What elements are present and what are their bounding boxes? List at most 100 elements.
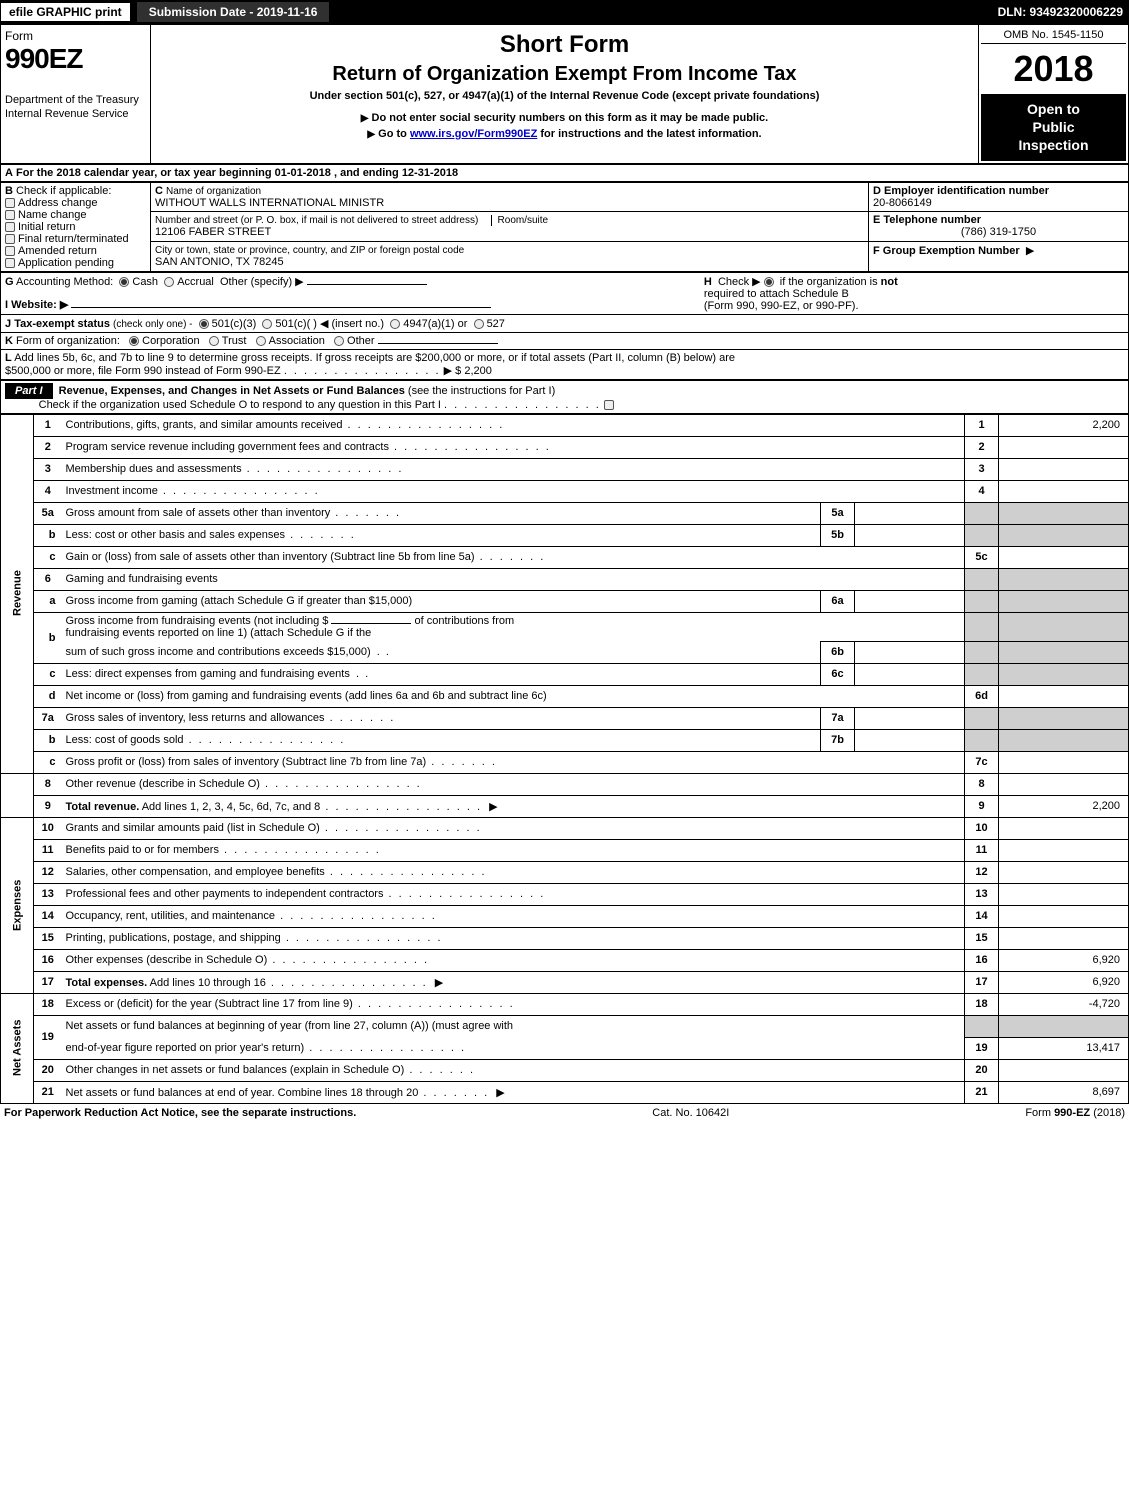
rt-num: 20 bbox=[965, 1059, 999, 1081]
l6b-d3: fundraising events reported on line 1) (… bbox=[66, 627, 372, 639]
l21-text: Net assets or fund balances at end of ye… bbox=[66, 1087, 490, 1099]
line-desc: Less: cost or other basis and sales expe… bbox=[62, 524, 821, 546]
website-input[interactable] bbox=[71, 296, 491, 308]
period-end: 12-31-2018 bbox=[402, 167, 458, 179]
rt-val bbox=[999, 685, 1129, 707]
checkbox-app-pending[interactable] bbox=[5, 258, 15, 268]
checkbox-initial-return[interactable] bbox=[5, 222, 15, 232]
rt-val: 6,920 bbox=[999, 971, 1129, 993]
rt-val: -4,720 bbox=[999, 993, 1129, 1015]
c-addr-label: Number and street (or P. O. box, if mail… bbox=[155, 215, 478, 226]
h-post: if the organization is bbox=[780, 276, 881, 288]
radio-4947[interactable] bbox=[390, 319, 400, 329]
radio-trust[interactable] bbox=[209, 336, 219, 346]
radio-corp[interactable] bbox=[129, 336, 139, 346]
k-other-input[interactable] bbox=[378, 343, 498, 344]
radio-527[interactable] bbox=[474, 319, 484, 329]
submission-date: Submission Date - 2019-11-16 bbox=[137, 2, 330, 22]
rt-shade bbox=[999, 612, 1129, 641]
rt-val bbox=[999, 927, 1129, 949]
l14-text: Occupancy, rent, utilities, and maintena… bbox=[66, 910, 437, 922]
h-pre: Check ▶ bbox=[718, 276, 761, 288]
l-dots bbox=[284, 365, 441, 377]
street-address: 12106 FABER STREET bbox=[155, 226, 271, 238]
rt-num: 15 bbox=[965, 927, 999, 949]
org-name: WITHOUT WALLS INTERNATIONAL MINISTR bbox=[155, 197, 384, 209]
radio-cash[interactable] bbox=[119, 277, 129, 287]
irs-link[interactable]: www.irs.gov/Form990EZ bbox=[410, 128, 537, 140]
form-header: Form 990EZ Department of the Treasury In… bbox=[0, 24, 1129, 164]
footer-right-pre: Form bbox=[1025, 1107, 1054, 1119]
radio-501c[interactable] bbox=[262, 319, 272, 329]
f-label: F Group Exemption Number bbox=[873, 245, 1020, 257]
arrow-icon: ▶ bbox=[361, 113, 369, 124]
l3-text: Membership dues and assessments bbox=[66, 463, 404, 475]
l7a-text: Gross sales of inventory, less returns a… bbox=[66, 712, 396, 724]
row-l: L Add lines 5b, 6c, and 7b to line 9 to … bbox=[1, 349, 1129, 379]
line-num: c bbox=[34, 751, 62, 773]
side-tab-revenue-cont bbox=[1, 773, 34, 817]
label-j: J bbox=[5, 318, 11, 330]
line-desc: Gross sales of inventory, less returns a… bbox=[62, 707, 821, 729]
l5c-text: Gain or (loss) from sale of assets other… bbox=[66, 551, 546, 563]
efile-print-button[interactable]: efile GRAPHIC print bbox=[0, 2, 131, 22]
rt-shade bbox=[999, 590, 1129, 612]
l6b-amount-input[interactable] bbox=[331, 623, 411, 624]
line-num: c bbox=[34, 663, 62, 685]
radio-accrual[interactable] bbox=[164, 277, 174, 287]
l13-text: Professional fees and other payments to … bbox=[66, 888, 546, 900]
label-i: I bbox=[5, 299, 8, 311]
l6b-d2: of contributions from bbox=[415, 615, 515, 627]
instr2-pre: Go to bbox=[378, 128, 410, 140]
rt-shade bbox=[965, 641, 999, 663]
rt-num: 18 bbox=[965, 993, 999, 1015]
box-b-title: Check if applicable: bbox=[16, 185, 111, 197]
g-text: Accounting Method: bbox=[16, 276, 113, 288]
header-mid: Short Form Return of Organization Exempt… bbox=[151, 25, 979, 164]
h-line3: (Form 990, 990-EZ, or 990-PF). bbox=[704, 300, 859, 312]
checkbox-amended[interactable] bbox=[5, 246, 15, 256]
checkbox-final-return[interactable] bbox=[5, 234, 15, 244]
l7b-text: Less: cost of goods sold bbox=[66, 734, 346, 746]
radio-h[interactable] bbox=[764, 277, 774, 287]
lines-table: Revenue 1 Contributions, gifts, grants, … bbox=[0, 414, 1129, 1104]
rt-shade bbox=[965, 568, 999, 590]
rt-shade bbox=[965, 707, 999, 729]
rt-num: 10 bbox=[965, 817, 999, 839]
g-other-input[interactable] bbox=[307, 284, 427, 285]
rt-val bbox=[999, 817, 1129, 839]
rt-val: 2,200 bbox=[999, 795, 1129, 817]
line-num: 13 bbox=[34, 883, 62, 905]
rt-shade bbox=[965, 524, 999, 546]
f-arrow-icon: ▶ bbox=[1026, 245, 1034, 257]
checkbox-name-change[interactable] bbox=[5, 210, 15, 220]
k-opt-2: Association bbox=[269, 335, 325, 347]
instr1-text: Do not enter social security numbers on … bbox=[372, 112, 769, 124]
arrow-icon bbox=[485, 801, 501, 813]
checkbox-address-change[interactable] bbox=[5, 198, 15, 208]
box-c-name: C Name of organization WITHOUT WALLS INT… bbox=[151, 182, 869, 212]
box-label: 7b bbox=[821, 729, 855, 751]
l2-text: Program service revenue including govern… bbox=[66, 441, 551, 453]
radio-assoc[interactable] bbox=[256, 336, 266, 346]
chk-lbl-1: Name change bbox=[18, 209, 87, 221]
label-c: C bbox=[155, 185, 163, 197]
tax-year: 2018 bbox=[981, 44, 1126, 94]
line-num: 2 bbox=[34, 436, 62, 458]
line-num: 4 bbox=[34, 480, 62, 502]
checkbox-schedule-o[interactable] bbox=[604, 400, 614, 410]
box-val bbox=[855, 524, 965, 546]
radio-other[interactable] bbox=[334, 336, 344, 346]
radio-501c3[interactable] bbox=[199, 319, 209, 329]
arrow-icon: ▶ bbox=[367, 129, 375, 140]
rt-val bbox=[999, 751, 1129, 773]
line-desc: Contributions, gifts, grants, and simila… bbox=[62, 414, 965, 436]
rt-val: 6,920 bbox=[999, 949, 1129, 971]
rt-val bbox=[999, 773, 1129, 795]
rt-shade bbox=[999, 641, 1129, 663]
l-arrow-icon: ▶ bbox=[444, 365, 452, 377]
i-text: Website: ▶ bbox=[11, 299, 68, 311]
box-d: D Employer identification number 20-8066… bbox=[869, 182, 1129, 212]
line-num: 21 bbox=[34, 1081, 62, 1103]
l8-text: Other revenue (describe in Schedule O) bbox=[66, 778, 422, 790]
